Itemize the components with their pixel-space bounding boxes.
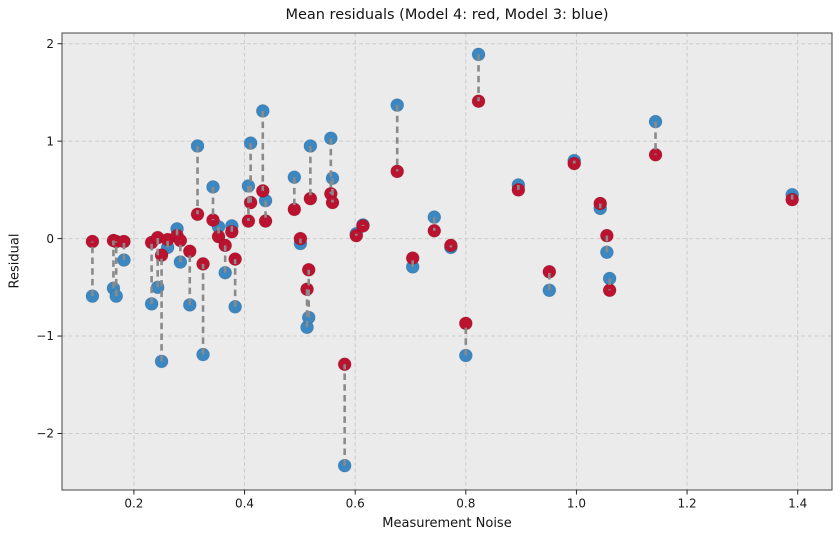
y-tick-label: −1 — [36, 329, 54, 343]
x-tick-label: 0.6 — [346, 497, 365, 511]
x-tick-label: 0.4 — [235, 497, 254, 511]
y-tick-label: −2 — [36, 427, 54, 441]
x-tick-label: 1.4 — [788, 497, 807, 511]
x-tick-label: 1.0 — [567, 497, 586, 511]
y-tick-label: 0 — [46, 232, 54, 246]
y-tick-label: 2 — [46, 37, 54, 51]
x-tick-label: 0.2 — [124, 497, 143, 511]
chart-title: Mean residuals (Model 4: red, Model 3: b… — [285, 7, 609, 23]
x-tick-label: 1.2 — [678, 497, 697, 511]
x-axis-label: Measurement Noise — [382, 516, 512, 531]
x-tick-label: 0.8 — [456, 497, 475, 511]
y-tick-label: 1 — [46, 134, 54, 148]
y-axis-label: Residual — [7, 233, 23, 289]
axes-frame — [61, 32, 833, 491]
